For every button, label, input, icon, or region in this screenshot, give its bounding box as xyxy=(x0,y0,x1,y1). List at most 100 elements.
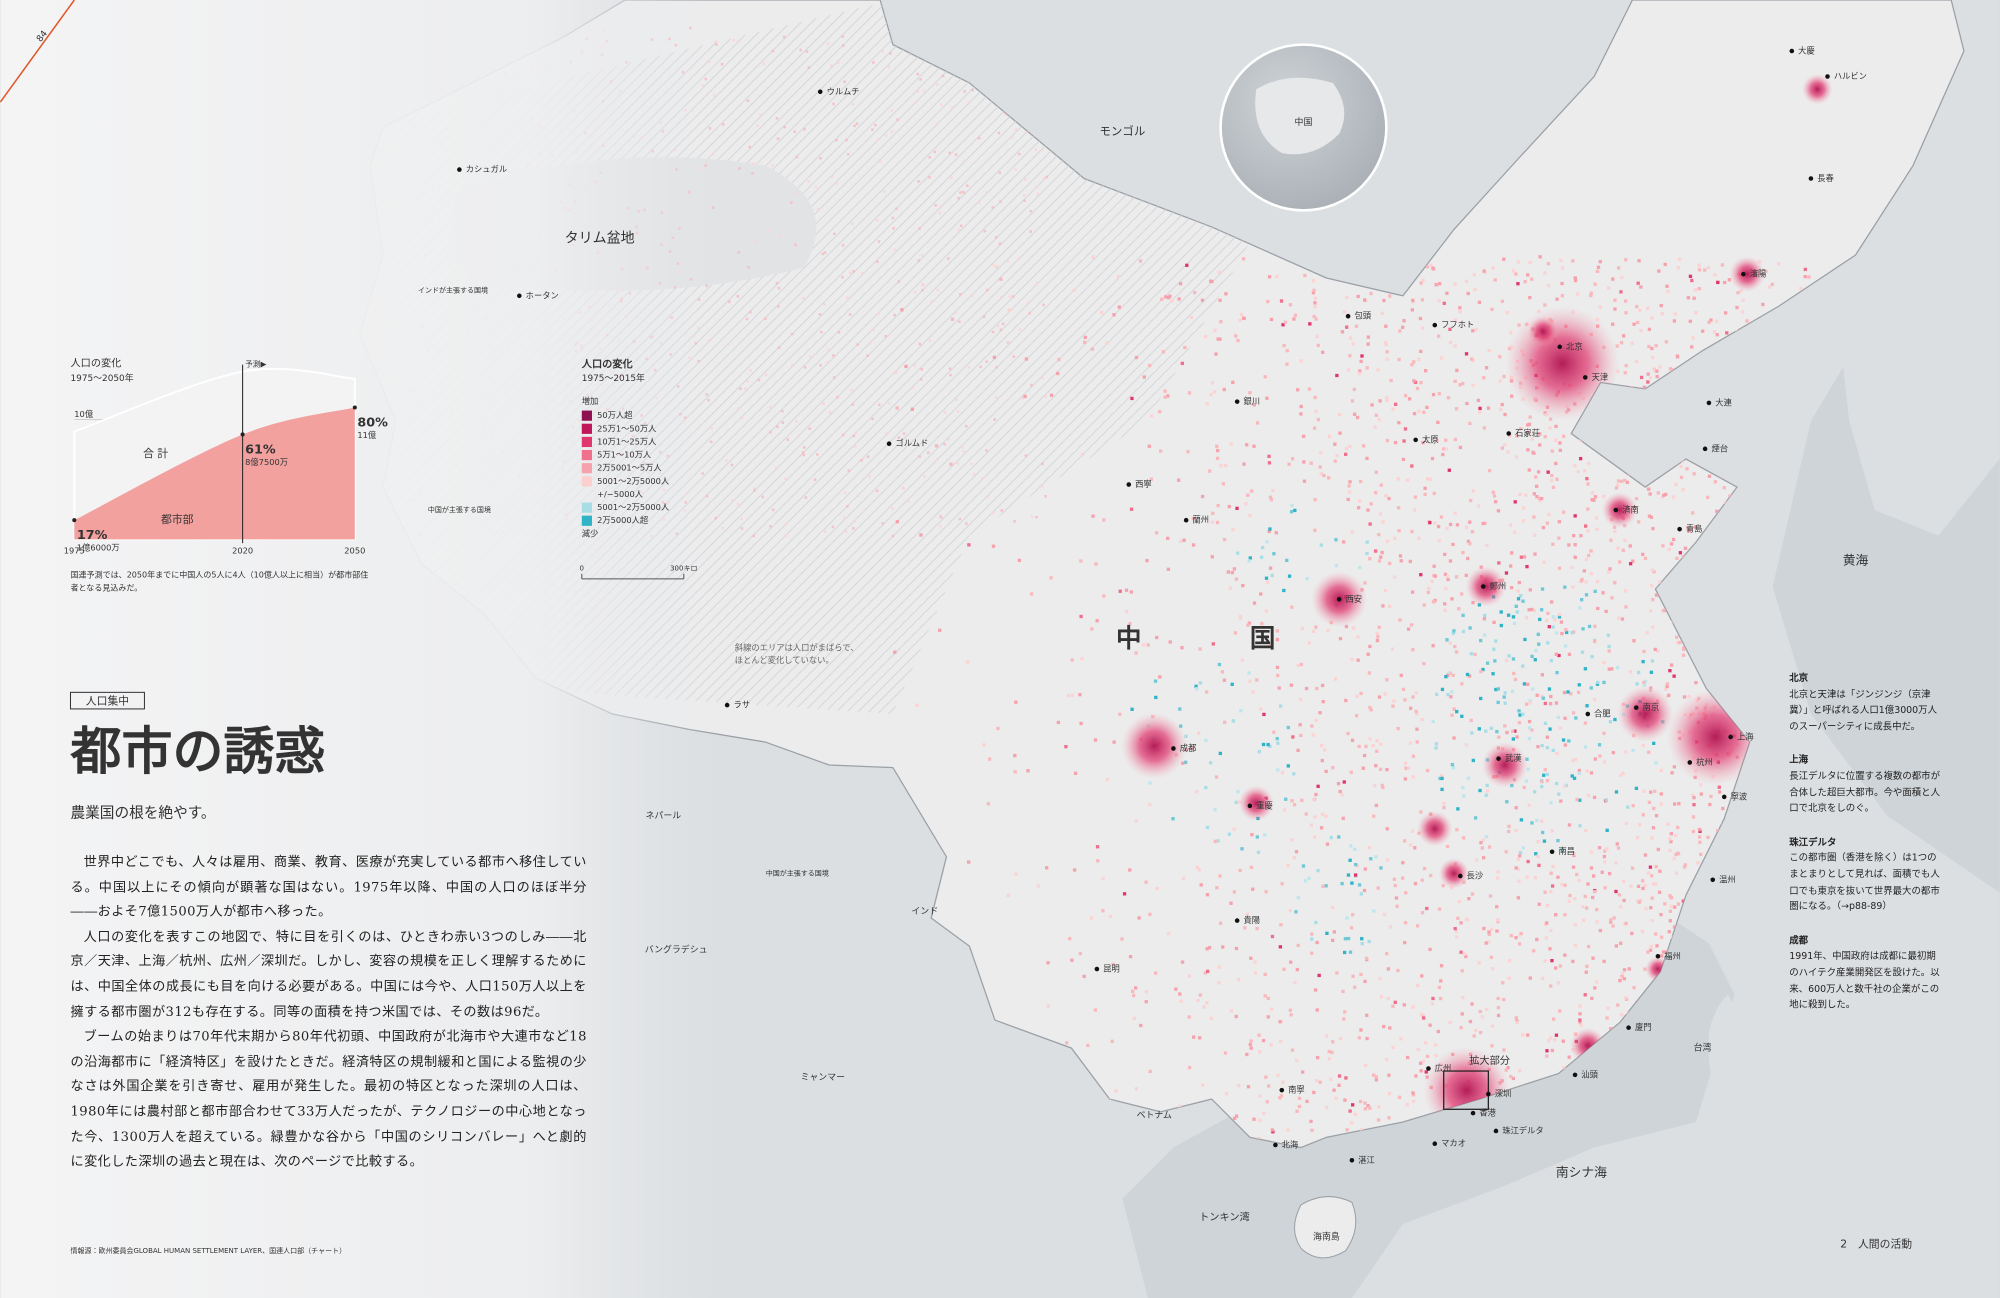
population-dot xyxy=(1209,392,1213,397)
population-dot xyxy=(1592,874,1596,878)
population-dot xyxy=(1635,304,1639,309)
population-dot xyxy=(1644,907,1648,911)
population-dot xyxy=(1398,618,1402,622)
population-dot xyxy=(1035,185,1039,189)
population-dot xyxy=(1385,539,1390,543)
population-dot xyxy=(1476,398,1481,403)
population-dot xyxy=(1266,742,1270,747)
population-dot xyxy=(1658,580,1662,584)
population-dot xyxy=(1288,1008,1292,1012)
population-dot xyxy=(749,369,752,372)
population-dot xyxy=(1371,1073,1376,1077)
population-dot xyxy=(1213,839,1217,844)
population-dot xyxy=(1285,558,1289,563)
population-dot xyxy=(1657,269,1661,273)
population-dot xyxy=(1128,868,1132,872)
population-dot xyxy=(1484,835,1489,839)
population-dot xyxy=(950,317,955,321)
population-dot xyxy=(1296,943,1300,948)
population-dot xyxy=(1528,260,1532,265)
population-dot xyxy=(1382,298,1386,303)
population-dot xyxy=(1218,874,1222,878)
population-dot xyxy=(1613,298,1617,302)
population-dot xyxy=(1228,586,1233,590)
population-dot xyxy=(1411,775,1416,779)
globe-label: 中国 xyxy=(1295,116,1313,128)
population-dot xyxy=(1530,821,1534,825)
population-dot xyxy=(1461,836,1466,840)
population-dot xyxy=(1606,711,1610,715)
series-label: 都市部 xyxy=(161,513,194,526)
population-dot xyxy=(1236,551,1240,555)
population-dot xyxy=(1180,361,1184,366)
population-dot xyxy=(1397,421,1401,425)
population-dot xyxy=(1683,863,1687,867)
population-dot xyxy=(1385,951,1389,956)
population-dot xyxy=(1509,933,1513,938)
city-dot xyxy=(1633,705,1639,710)
population-dot xyxy=(1532,790,1537,794)
population-dot xyxy=(1642,680,1646,685)
korea-shape xyxy=(1836,204,2000,536)
population-dot xyxy=(1553,1038,1557,1042)
population-dot xyxy=(1638,308,1642,313)
population-dot xyxy=(778,235,782,239)
population-dot xyxy=(1351,974,1355,978)
population-dot xyxy=(1474,1028,1478,1033)
population-dot xyxy=(1265,1100,1269,1104)
population-dot xyxy=(1270,934,1275,939)
population-dot xyxy=(1538,499,1542,503)
population-dot xyxy=(966,860,971,864)
population-dot xyxy=(1619,941,1623,945)
population-dot xyxy=(1641,879,1645,883)
population-dot xyxy=(1271,1130,1275,1134)
population-dot xyxy=(1691,511,1695,515)
population-dot xyxy=(1022,194,1026,197)
population-dot xyxy=(1108,914,1113,919)
population-dot xyxy=(1650,896,1654,900)
population-dot xyxy=(1469,718,1473,723)
population-dot xyxy=(1668,909,1673,913)
population-dot xyxy=(1603,886,1607,890)
population-dot xyxy=(1354,862,1358,867)
population-dot xyxy=(1579,533,1583,538)
population-dot xyxy=(1440,774,1444,778)
population-dot xyxy=(1315,940,1319,945)
population-dot xyxy=(936,288,940,292)
population-dot xyxy=(1419,810,1423,814)
population-dot xyxy=(1653,647,1657,652)
city-dot xyxy=(1247,803,1253,809)
population-dot xyxy=(1541,976,1545,981)
population-dot xyxy=(1613,307,1617,311)
population-dot xyxy=(1341,540,1346,544)
population-dot xyxy=(1299,733,1303,738)
population-dot xyxy=(1598,259,1602,264)
population-dot xyxy=(1193,290,1197,295)
population-dot xyxy=(1070,658,1074,662)
population-dot xyxy=(1234,946,1239,951)
population-dot xyxy=(1011,295,1015,298)
population-dot xyxy=(1630,931,1634,936)
population-dot xyxy=(1483,613,1487,618)
population-dot xyxy=(1515,610,1519,614)
population-dot xyxy=(1422,603,1426,607)
population-dot xyxy=(1346,497,1350,502)
population-dot xyxy=(1384,493,1388,498)
population-dot xyxy=(957,228,961,232)
population-dot xyxy=(1549,871,1553,875)
population-dot xyxy=(1000,509,1004,512)
region-label: 拡大部分 xyxy=(1469,1054,1510,1067)
population-dot xyxy=(1563,913,1567,917)
population-dot xyxy=(1490,1024,1494,1028)
population-dot xyxy=(1425,405,1429,410)
population-dot xyxy=(1275,665,1280,670)
population-dot xyxy=(956,462,960,465)
share-label: 80% xyxy=(357,415,388,430)
population-dot xyxy=(1582,569,1587,573)
population-dot xyxy=(1713,480,1718,484)
population-dot xyxy=(985,360,988,363)
population-dot xyxy=(1200,494,1205,499)
population-dot xyxy=(1282,808,1287,812)
population-dot xyxy=(1134,819,1138,823)
population-dot xyxy=(1584,557,1589,562)
